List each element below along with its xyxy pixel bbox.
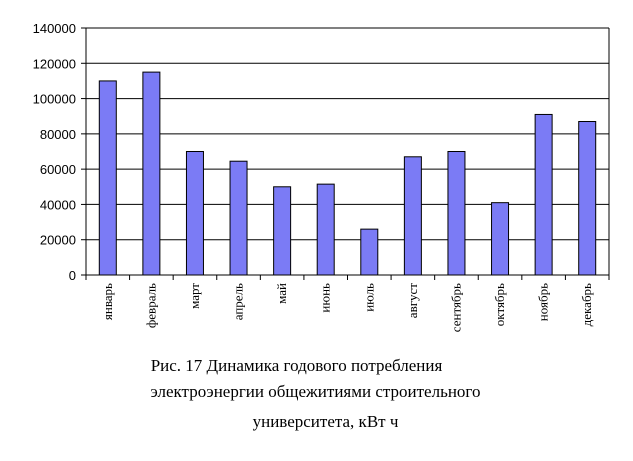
bar [142,71,161,276]
x-category-label: февраль [143,283,158,328]
y-tick-label: 60000 [40,162,76,177]
bar [360,228,379,276]
axes [85,28,610,276]
bar [491,202,510,276]
caption-line-3: университета, кВт ч [252,412,399,431]
x-category-label: июль [361,283,376,312]
caption-line-2: электроэнергии общежитиями строительного [150,382,481,401]
bar [534,113,553,276]
bars [98,71,597,276]
grid-lines [86,27,609,241]
bar [229,160,248,276]
bar [273,186,292,276]
x-category-label: март [187,283,202,309]
y-tick-label: 20000 [40,233,76,248]
x-category-label: декабрь [579,283,594,326]
x-axis-categories: январь февраль март апрель май июнь июль август… [85,275,610,332]
bar-chart: 020000400006000080000100000120000140000 … [33,21,610,332]
x-category-label: апрель [231,283,246,320]
y-axis-ticks: 0 20000 40000 60000 80000 100000 120000 140000 [33,21,86,283]
x-category-label: январь [100,283,115,320]
y-tick-label: 140000 [33,21,76,36]
bar [403,156,422,276]
bar [578,121,597,276]
x-category-label: ноябрь [536,283,551,321]
y-tick-label: 100000 [33,92,76,107]
x-category-label: июнь [318,283,333,313]
y-tick-label: 80000 [40,127,76,142]
y-tick-label: 120000 [33,56,76,71]
x-category-label: август [405,283,420,319]
y-tick-label: 0 [69,268,76,283]
y-tick-label: 40000 [40,197,76,212]
caption-line-1: Рис. 17 Динамика годового потребления [150,356,443,375]
bar [447,151,466,276]
bar [316,183,335,276]
bar [98,80,117,276]
x-category-label: октябрь [492,283,507,326]
x-category-label: май [274,283,289,304]
bar [185,151,204,276]
x-category-label: сентябрь [448,283,463,332]
